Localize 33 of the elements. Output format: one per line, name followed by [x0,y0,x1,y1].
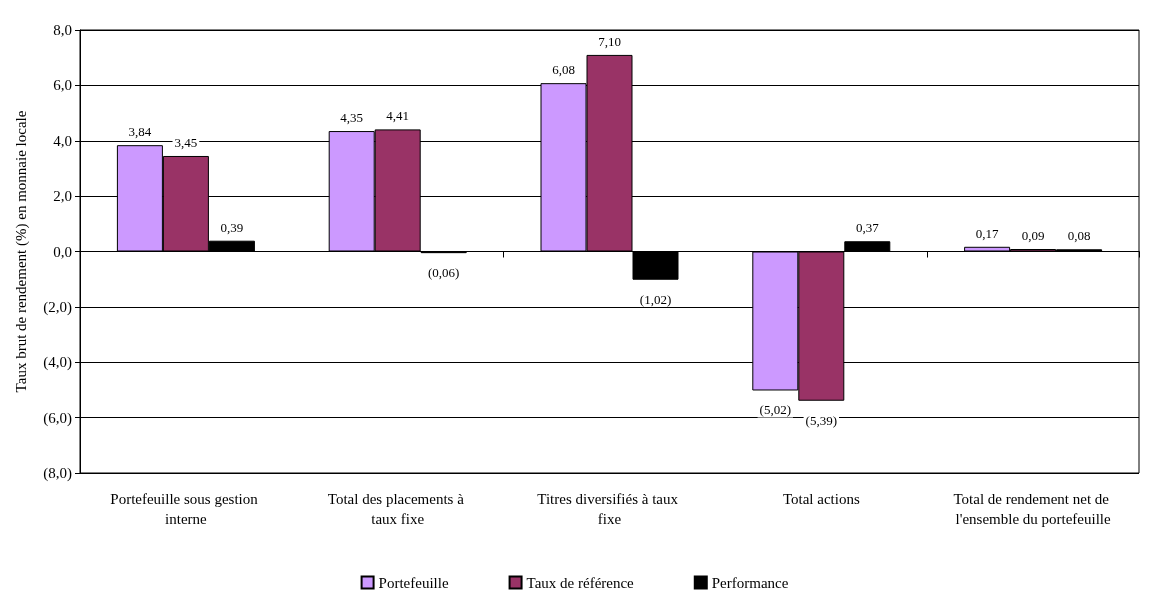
x-tick-label: Portefeuille sous gestion interne [110,491,262,527]
y-tick-label: (4,0) [43,354,72,372]
legend-label: Performance [711,574,789,591]
data-label: 4,41 [386,108,410,124]
y-tick-label: 0,0 [53,243,72,260]
y-tick-label: 2,0 [53,188,72,205]
data-label: 0,08 [1067,228,1091,244]
data-label: 0,09 [1021,228,1045,244]
data-label: 0,39 [220,219,244,235]
legend-label: Taux de référence [526,574,635,591]
data-label: 4,35 [340,110,364,126]
data-label: (0,06) [427,265,460,281]
data-label: (1,02) [639,291,672,307]
y-tick-label: 8,0 [53,22,72,38]
data-label: 7,10 [598,33,621,49]
x-tick-label: Titres diversifiés à taux fixe [537,491,682,527]
y-tick-label: (6,0) [43,409,72,427]
data-label: 0,17 [975,225,999,241]
x-tick-label: Total des placements à taux fixe [327,491,468,527]
legend-label: Portefeuille [378,574,449,591]
y-tick-label: 4,0 [53,132,72,149]
y-tick-label: 6,0 [53,77,72,94]
data-label: 3,84 [128,124,152,140]
data-label: 3,45 [174,134,198,150]
y-tick-label: (2,0) [43,298,72,316]
data-label: 6,08 [552,62,575,78]
data-label: (5,02) [759,402,792,418]
data-label: 0,37 [855,220,880,236]
x-tick-label: Total de rendement net de l'ensemble du portefeuille [953,491,1113,527]
y-tick-label: (8,0) [43,465,72,482]
data-label: (5,39) [805,412,838,428]
x-tick-label: Total actions [782,491,860,507]
y-axis-title: Taux brut de rendement (%) en monnaie locale [12,110,30,393]
